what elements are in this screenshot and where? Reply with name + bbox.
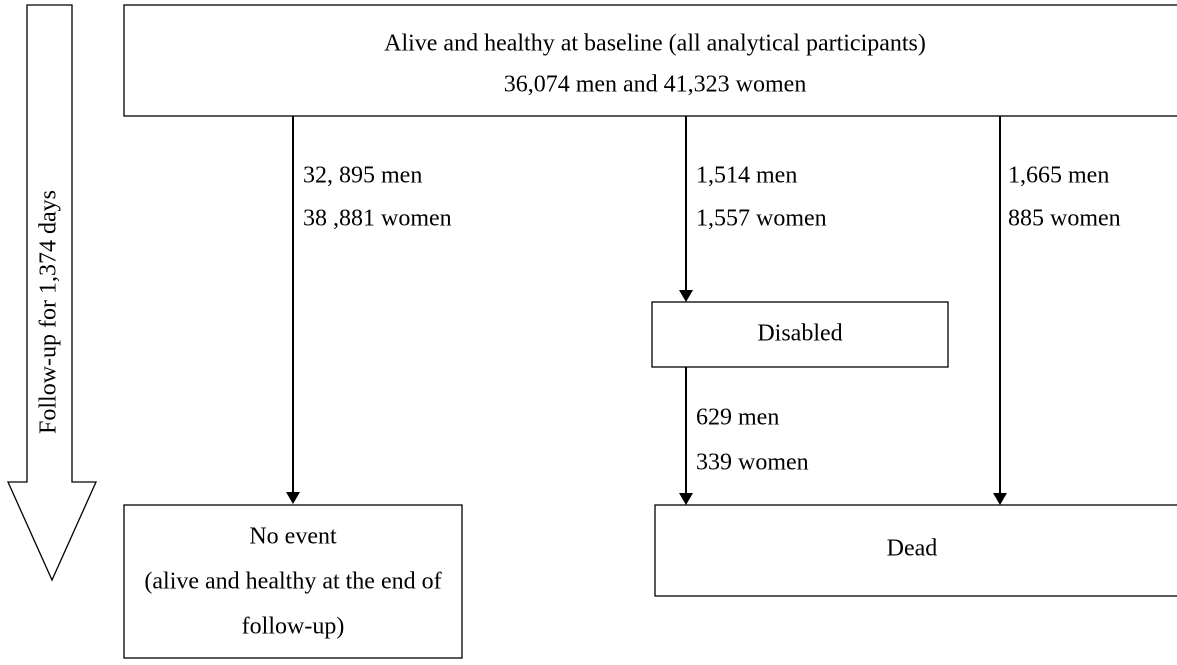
edge-label: 885 women (1008, 206, 1121, 232)
no-event-box (123, 504, 463, 659)
baseline-box (123, 4, 1177, 117)
disabled-box (651, 301, 949, 368)
edge-label: 1,514 men (696, 163, 797, 189)
node-text: Alive and healthy at baseline (all analy… (384, 31, 926, 57)
node-text: 36,074 men and 41,323 women (504, 72, 807, 98)
follow-up-label: Follow-up for 1,374 days (36, 190, 62, 434)
node-text: (alive and healthy at the end of (144, 569, 441, 595)
edge-label: 629 men (696, 405, 779, 431)
edge-label: 38 ,881 women (303, 206, 452, 232)
edge-label: 1,665 men (1008, 163, 1109, 189)
dead-box (654, 504, 1177, 597)
node-text: Dead (887, 536, 938, 562)
edge-label: 1,557 women (696, 206, 827, 232)
edge-label: 339 women (696, 450, 809, 476)
node-text: No event (249, 524, 337, 550)
follow-up-arrow (6, 4, 98, 582)
node-text: follow-up) (242, 614, 345, 640)
node-text: Disabled (757, 321, 842, 347)
edge-label: 32, 895 men (303, 163, 422, 189)
